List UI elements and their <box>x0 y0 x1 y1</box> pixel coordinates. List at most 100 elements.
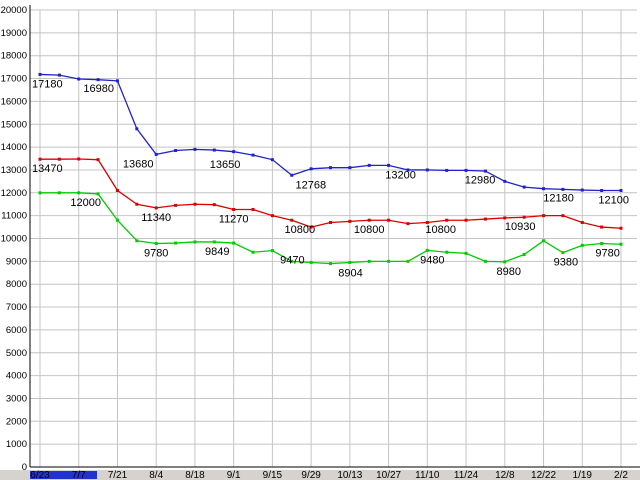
value-label: 10800 <box>354 224 385 236</box>
data-point <box>174 149 178 153</box>
data-point <box>251 153 255 157</box>
data-point <box>174 241 178 245</box>
data-point <box>367 218 371 222</box>
value-label: 10930 <box>505 221 536 233</box>
data-point <box>154 206 158 210</box>
x-axis-labels: 6/23 7/7 7/21 8/4 8/18 9/1 9/15 9/29 10/13 10/27 1… <box>30 470 628 480</box>
data-point <box>387 218 391 222</box>
data-point <box>483 259 487 263</box>
value-label: 11270 <box>219 213 249 225</box>
data-point <box>387 259 391 263</box>
data-point <box>600 242 604 246</box>
data-point <box>580 221 584 225</box>
y-axis-labels: 0 1000 2000 3000 4000 5000 6000 7000 8000 9000 100… <box>1 5 27 473</box>
data-point <box>232 150 236 154</box>
value-label: 10800 <box>425 224 456 236</box>
series-blue <box>38 72 623 193</box>
value-label: 9480 <box>420 254 444 266</box>
axis-label: 10/27 <box>376 470 401 480</box>
data-point <box>57 191 61 195</box>
data-point <box>406 222 410 226</box>
data-point <box>561 214 565 218</box>
data-point <box>464 168 468 172</box>
data-point <box>600 225 604 229</box>
axes <box>29 5 640 468</box>
data-point <box>309 225 313 229</box>
value-label: 9470 <box>280 255 304 267</box>
data-point <box>406 168 410 172</box>
axis-label: 11/24 <box>454 470 479 480</box>
axis-label: 15000 <box>1 119 27 130</box>
axis-label: 2/2 <box>614 470 628 480</box>
data-point <box>445 250 449 254</box>
value-label: 13650 <box>210 159 241 171</box>
data-point <box>96 192 100 196</box>
data-point <box>232 241 236 245</box>
axis-label: 18000 <box>1 51 27 62</box>
axis-label: 13000 <box>1 165 27 176</box>
data-point <box>580 188 584 192</box>
axis-label: 0 <box>22 462 27 473</box>
value-label: 13200 <box>385 169 416 181</box>
data-point <box>212 240 216 244</box>
axis-label: 20000 <box>1 5 27 16</box>
progress-bar <box>30 471 97 479</box>
axis-label: 2000 <box>6 416 27 427</box>
data-point <box>329 262 332 266</box>
data-point <box>193 147 197 151</box>
data-point <box>464 251 468 255</box>
value-label: 12180 <box>543 193 574 205</box>
data-point <box>38 157 42 161</box>
value-label: 13680 <box>123 158 154 170</box>
data-point <box>115 189 119 193</box>
data-point <box>348 260 352 264</box>
value-label: 12100 <box>598 195 629 207</box>
value-label: 9849 <box>205 246 229 258</box>
data-point <box>561 187 565 191</box>
data-point <box>212 148 216 152</box>
data-point <box>96 158 100 162</box>
value-label: 10800 <box>284 224 315 236</box>
data-point <box>561 251 565 255</box>
data-point <box>232 207 236 211</box>
data-point <box>406 259 410 263</box>
axis-label: 8000 <box>6 279 27 290</box>
data-point <box>57 157 61 161</box>
axis-label: 8/4 <box>149 470 163 480</box>
value-label: 8980 <box>497 266 521 278</box>
data-point <box>193 202 197 206</box>
data-point <box>522 185 526 189</box>
series-line-blue <box>39 73 621 192</box>
data-point <box>96 78 100 82</box>
data-point <box>329 221 332 225</box>
data-point <box>483 169 487 173</box>
status-strip <box>0 470 640 480</box>
axis-label: 9/1 <box>227 470 241 480</box>
axis-label: 12/8 <box>495 470 515 480</box>
data-point <box>77 77 81 81</box>
data-point <box>619 226 623 230</box>
data-point <box>445 168 449 172</box>
data-point <box>270 249 274 253</box>
data-point <box>522 215 526 219</box>
data-point <box>542 187 546 191</box>
value-label: 9780 <box>144 248 168 260</box>
x-gridlines <box>39 10 622 467</box>
axis-label: 12000 <box>1 188 27 199</box>
data-point <box>38 72 42 76</box>
data-point <box>619 242 623 246</box>
value-label: 9380 <box>554 257 578 269</box>
data-point <box>542 214 546 218</box>
data-point <box>193 240 197 244</box>
axis-label: 9/29 <box>301 470 321 480</box>
axis-label: 9000 <box>6 256 27 267</box>
axis-label: 6/23 <box>30 470 50 480</box>
axis-label: 6000 <box>6 325 27 336</box>
value-label: 12000 <box>70 197 101 209</box>
data-point <box>77 191 81 195</box>
data-point <box>174 203 178 207</box>
axis-label: 1/19 <box>573 470 593 480</box>
data-point <box>503 179 507 183</box>
axis-label: 7/7 <box>72 470 86 480</box>
